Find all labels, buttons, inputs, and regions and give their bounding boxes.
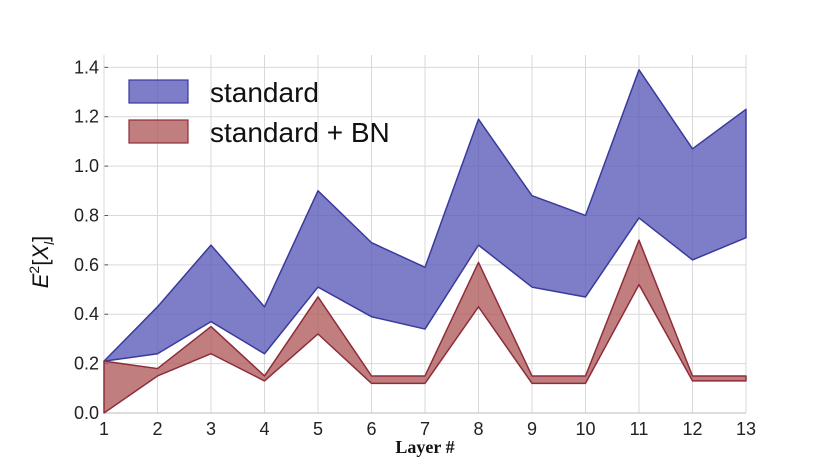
y-tick-label: 1.4 — [74, 57, 99, 77]
x-tick-label: 4 — [259, 419, 269, 439]
x-tick-label: 1 — [99, 419, 109, 439]
y-tick-label: 1.0 — [74, 156, 99, 176]
x-tick-label: 13 — [736, 419, 756, 439]
legend: standard standard + BN — [128, 77, 390, 148]
x-tick-label: 8 — [473, 419, 483, 439]
y-tick-label: 0.2 — [74, 354, 99, 374]
legend-swatch — [128, 79, 189, 104]
y-tick-label: 0.0 — [74, 403, 99, 423]
x-tick-label: 5 — [313, 419, 323, 439]
y-tick-label: 0.4 — [74, 304, 99, 324]
x-tick-label: 11 — [630, 419, 649, 439]
legend-label: standard — [210, 77, 319, 108]
x-axis-label: Layer # — [395, 437, 454, 457]
x-tick-label: 9 — [527, 419, 537, 439]
x-tick-label: 10 — [575, 419, 595, 439]
legend-label: standard + BN — [210, 117, 390, 148]
x-tick-label: 12 — [682, 419, 702, 439]
y-tick-label: 0.6 — [74, 255, 99, 275]
series-area-standard-bn — [103, 239, 747, 414]
series-areas — [103, 69, 747, 414]
x-tick-labels: 1 2 3 4 5 6 7 8 9 10 11 12 13 — [99, 419, 756, 439]
x-tick-label: 3 — [206, 419, 216, 439]
legend-swatch — [128, 119, 189, 144]
x-tick-label: 7 — [420, 419, 430, 439]
y-tick-label: 1.2 — [74, 107, 99, 127]
series-area-standard — [103, 69, 747, 362]
y-axis-label: E2[Xl] — [26, 236, 57, 289]
y-tick-label: 0.8 — [74, 205, 99, 225]
x-tick-label: 6 — [366, 419, 376, 439]
y-tick-labels: 0.0 0.2 0.4 0.6 0.8 1.0 1.2 1.4 — [74, 57, 99, 423]
x-tick-label: 2 — [152, 419, 162, 439]
